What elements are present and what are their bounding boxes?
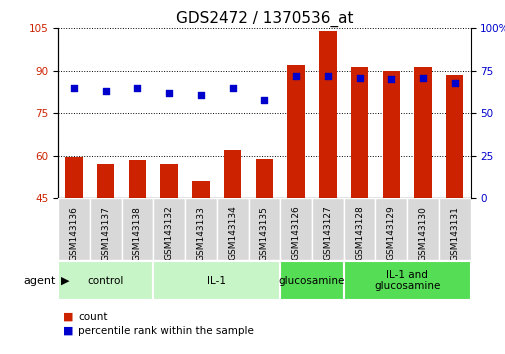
Bar xyxy=(382,71,399,326)
Text: GDS2472 / 1370536_at: GDS2472 / 1370536_at xyxy=(175,11,352,27)
Point xyxy=(133,85,141,91)
Point xyxy=(291,73,299,79)
Bar xyxy=(287,65,304,326)
Bar xyxy=(319,31,336,326)
Bar xyxy=(255,159,273,326)
Text: GSM143128: GSM143128 xyxy=(355,206,363,261)
Bar xyxy=(350,67,368,326)
Point xyxy=(70,85,78,91)
FancyBboxPatch shape xyxy=(280,198,312,260)
Text: percentile rank within the sample: percentile rank within the sample xyxy=(78,326,254,336)
Point xyxy=(165,90,173,96)
Point xyxy=(355,75,363,80)
Point xyxy=(102,88,110,94)
Text: control: control xyxy=(87,275,124,286)
FancyBboxPatch shape xyxy=(438,198,470,260)
Bar xyxy=(224,150,241,326)
Bar xyxy=(192,181,209,326)
FancyBboxPatch shape xyxy=(90,198,121,260)
Point xyxy=(418,75,426,80)
Bar xyxy=(128,160,146,326)
Point xyxy=(228,85,236,91)
Text: GSM143138: GSM143138 xyxy=(133,206,142,261)
Text: ■: ■ xyxy=(63,312,74,322)
Text: IL-1: IL-1 xyxy=(207,275,226,286)
FancyBboxPatch shape xyxy=(185,198,216,260)
Text: GSM143133: GSM143133 xyxy=(196,206,205,261)
Text: agent: agent xyxy=(23,275,56,286)
Text: GSM143132: GSM143132 xyxy=(165,206,173,261)
FancyBboxPatch shape xyxy=(121,198,153,260)
FancyBboxPatch shape xyxy=(312,198,343,260)
Text: glucosamine: glucosamine xyxy=(278,275,344,286)
FancyBboxPatch shape xyxy=(248,198,280,260)
FancyBboxPatch shape xyxy=(280,261,343,300)
Bar xyxy=(445,75,463,326)
Text: GSM143135: GSM143135 xyxy=(260,206,268,261)
Text: ▶: ▶ xyxy=(61,275,69,286)
Text: GSM143127: GSM143127 xyxy=(323,206,332,261)
Bar xyxy=(160,164,178,326)
Point xyxy=(323,73,331,79)
Text: GSM143129: GSM143129 xyxy=(386,206,395,261)
Text: ■: ■ xyxy=(63,326,74,336)
Text: GSM143131: GSM143131 xyxy=(449,206,459,261)
Text: count: count xyxy=(78,312,108,322)
FancyBboxPatch shape xyxy=(216,198,248,260)
Bar xyxy=(65,157,83,326)
Text: GSM143126: GSM143126 xyxy=(291,206,300,261)
Text: GSM143134: GSM143134 xyxy=(228,206,237,261)
FancyBboxPatch shape xyxy=(58,261,153,300)
Point xyxy=(450,80,458,86)
Point xyxy=(386,76,394,82)
Text: GSM143137: GSM143137 xyxy=(101,206,110,261)
Point xyxy=(196,92,205,97)
FancyBboxPatch shape xyxy=(343,261,470,300)
FancyBboxPatch shape xyxy=(375,198,407,260)
Point xyxy=(260,97,268,103)
Bar xyxy=(97,164,114,326)
FancyBboxPatch shape xyxy=(407,198,438,260)
Text: IL-1 and
glucosamine: IL-1 and glucosamine xyxy=(373,270,439,291)
FancyBboxPatch shape xyxy=(343,198,375,260)
Text: GSM143136: GSM143136 xyxy=(69,206,78,261)
Text: GSM143130: GSM143130 xyxy=(418,206,427,261)
Bar xyxy=(414,67,431,326)
FancyBboxPatch shape xyxy=(153,261,280,300)
FancyBboxPatch shape xyxy=(153,198,185,260)
FancyBboxPatch shape xyxy=(58,198,90,260)
